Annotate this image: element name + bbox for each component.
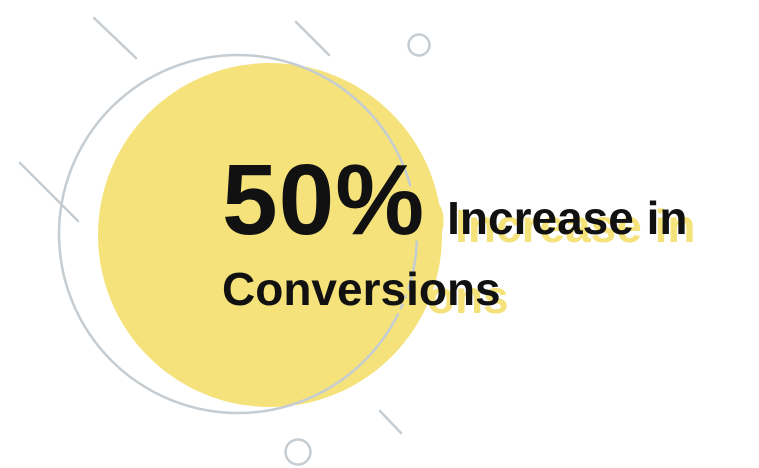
diagonal-line-bottom bbox=[378, 409, 403, 435]
diagonal-line-top-left bbox=[92, 16, 138, 60]
diagonal-line-top-center bbox=[294, 20, 331, 57]
diagonal-line-left bbox=[18, 161, 80, 223]
stat-line-2: Conversions bbox=[222, 263, 501, 315]
stat-line-1: 50% Increase in bbox=[222, 150, 759, 254]
yellow-circle bbox=[98, 63, 442, 407]
stat-headline: 50% Increase in Conversions bbox=[222, 150, 759, 316]
stat-suffix: Increase in bbox=[447, 192, 688, 244]
outline-ring bbox=[57, 53, 419, 415]
small-ring-bottom bbox=[284, 438, 312, 466]
stat-value: 50% bbox=[222, 144, 426, 256]
small-ring-top bbox=[407, 33, 431, 57]
